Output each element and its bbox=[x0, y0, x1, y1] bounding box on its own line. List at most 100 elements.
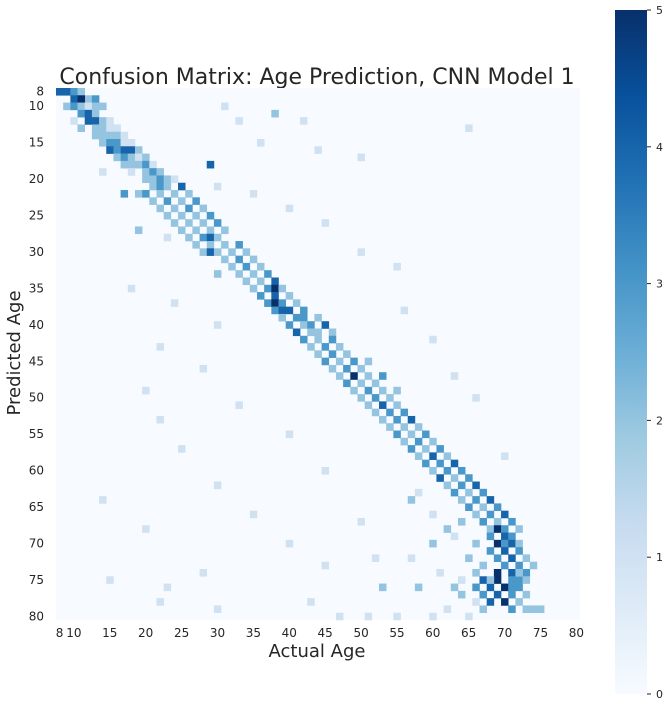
heatmap-cell bbox=[70, 117, 78, 125]
heatmap-cell bbox=[70, 95, 78, 103]
heatmap-cell bbox=[508, 568, 516, 577]
heatmap-cell bbox=[379, 386, 387, 395]
heatmap-cell bbox=[185, 204, 193, 213]
heatmap-cell bbox=[113, 146, 121, 154]
heatmap-cell bbox=[278, 313, 286, 322]
heatmap-cell bbox=[77, 109, 86, 118]
heatmap-cell bbox=[199, 364, 208, 373]
heatmap-cell bbox=[134, 160, 143, 169]
heatmap-cell bbox=[457, 590, 466, 599]
heatmap-cell bbox=[285, 539, 294, 548]
heatmap-cell bbox=[407, 415, 416, 424]
heatmap-cell bbox=[242, 248, 251, 256]
y-axis-ticks: 810 15 20 25 30 35 40 45 50 55 60 65 70 75 80 bbox=[29, 85, 44, 624]
heatmap-cell bbox=[292, 313, 301, 322]
heatmap-cell bbox=[213, 270, 222, 278]
heatmap-cell bbox=[307, 343, 315, 351]
heatmap-cell bbox=[142, 525, 150, 533]
heatmap-cell bbox=[199, 233, 208, 242]
heatmap-cell bbox=[163, 211, 172, 220]
heatmap-cell bbox=[163, 583, 172, 592]
heatmap-cell bbox=[206, 211, 215, 220]
heatmap-cell bbox=[393, 430, 401, 439]
heatmap-cell bbox=[77, 95, 86, 103]
x-tick-label: 65 bbox=[461, 626, 476, 640]
colorbar-tick-label: 4 bbox=[656, 141, 663, 154]
heatmap-cell bbox=[127, 153, 136, 162]
heatmap-cell bbox=[206, 160, 215, 169]
heatmap-cell bbox=[357, 379, 365, 388]
heatmap-cell bbox=[163, 233, 172, 242]
heatmap-cell bbox=[285, 292, 294, 300]
heatmap-cell bbox=[321, 357, 330, 366]
heatmap-cell bbox=[91, 102, 100, 111]
heatmap-cell bbox=[256, 262, 265, 271]
heatmap-cell bbox=[163, 175, 172, 184]
heatmap-cell bbox=[429, 510, 437, 519]
x-axis-label: Actual Age bbox=[269, 641, 366, 662]
heatmap-cell bbox=[300, 306, 308, 315]
y-tick-label: 80 bbox=[29, 609, 44, 623]
heatmap-cell bbox=[508, 554, 516, 562]
heatmap-cell bbox=[84, 109, 93, 118]
x-tick-label: 55 bbox=[389, 626, 404, 640]
heatmap-cell bbox=[386, 408, 394, 417]
heatmap-cell bbox=[357, 394, 365, 402]
heatmap-cell bbox=[486, 496, 495, 504]
y-tick-label: 40 bbox=[29, 318, 44, 332]
heatmap-cell bbox=[479, 605, 487, 614]
heatmap-cell bbox=[522, 554, 531, 562]
heatmap-cell bbox=[192, 211, 200, 220]
heatmap-cell bbox=[422, 430, 430, 439]
heatmap-cell bbox=[479, 503, 487, 511]
heatmap-cell bbox=[321, 343, 330, 351]
heatmap-cell bbox=[271, 284, 279, 293]
heatmap-cell bbox=[515, 568, 523, 577]
heatmap-cell bbox=[142, 160, 150, 169]
heatmap-cell bbox=[178, 182, 186, 191]
heatmap-cell bbox=[221, 102, 229, 111]
heatmap-cell bbox=[450, 532, 459, 541]
heatmap-cell bbox=[127, 139, 136, 147]
heatmap-cell bbox=[314, 313, 322, 322]
colorbar-ticks: 0 1 2 3 4 5 bbox=[647, 4, 663, 701]
heatmap-cell bbox=[508, 583, 516, 592]
heatmap-cell bbox=[63, 88, 71, 96]
heatmap-cell bbox=[321, 321, 330, 329]
heatmap-cell bbox=[457, 466, 466, 475]
heatmap-cell bbox=[314, 328, 322, 337]
heatmap-cell bbox=[364, 386, 373, 395]
heatmap-cell bbox=[256, 277, 265, 286]
heatmap-cell bbox=[271, 277, 279, 286]
heatmap-cell bbox=[285, 204, 294, 213]
heatmap-cell bbox=[508, 539, 516, 548]
heatmap-cell bbox=[429, 437, 437, 446]
y-tick-label: 65 bbox=[29, 500, 44, 514]
heatmap-cell bbox=[493, 576, 502, 584]
heatmap-cell bbox=[199, 568, 208, 577]
heatmap-cell bbox=[328, 328, 337, 337]
x-tick-label: 60 bbox=[425, 626, 440, 640]
heatmap-cell bbox=[185, 190, 193, 198]
heatmap-cell bbox=[106, 124, 114, 133]
heatmap-cell bbox=[77, 88, 86, 96]
heatmap-cell bbox=[134, 153, 143, 162]
heatmap-cell bbox=[457, 481, 466, 490]
heatmap-cell bbox=[443, 466, 452, 475]
heatmap-cell bbox=[536, 605, 545, 614]
heatmap-cell bbox=[134, 190, 143, 198]
heatmap-cell bbox=[278, 299, 286, 307]
heatmap-cell bbox=[271, 109, 279, 118]
heatmap-cell bbox=[493, 539, 502, 548]
heatmap-cell bbox=[501, 598, 509, 606]
heatmap-cell bbox=[106, 117, 114, 125]
heatmap-cell bbox=[91, 117, 100, 125]
heatmap-cell bbox=[364, 401, 373, 409]
heatmap-cell bbox=[213, 481, 222, 490]
y-axis-label: Predicted Age bbox=[4, 290, 25, 415]
heatmap-cell bbox=[486, 598, 495, 606]
heatmap-cell bbox=[371, 394, 380, 402]
heatmap-cell bbox=[178, 226, 186, 235]
heatmap-cell bbox=[501, 525, 509, 533]
heatmap-cell bbox=[156, 182, 164, 191]
